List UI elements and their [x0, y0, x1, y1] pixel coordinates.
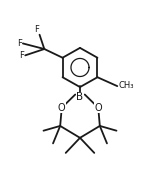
- Text: O: O: [58, 103, 66, 113]
- Text: F: F: [19, 51, 24, 60]
- Text: F: F: [17, 39, 22, 48]
- Text: CH₃: CH₃: [119, 81, 134, 90]
- Text: B: B: [76, 92, 84, 102]
- Text: O: O: [94, 103, 102, 113]
- Text: F: F: [34, 25, 39, 34]
